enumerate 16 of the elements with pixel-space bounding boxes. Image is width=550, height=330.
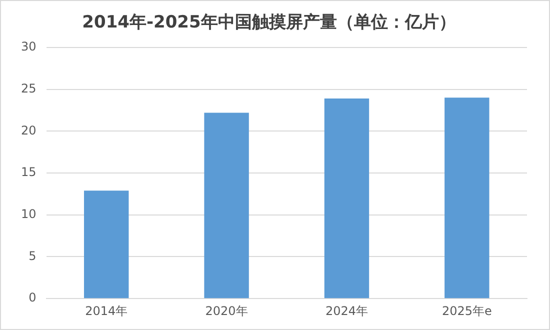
y-tick-label: 10 <box>20 206 36 221</box>
y-tick-label: 15 <box>20 165 36 180</box>
bar <box>84 190 129 298</box>
chart-title: 2014年-2025年中国触摸屏产量（单位：亿片） <box>82 12 456 33</box>
bar <box>444 98 490 298</box>
y-tick-label: 30 <box>20 40 36 54</box>
x-tick-label: 2020年 <box>205 304 248 318</box>
x-tick-label: 2024年 <box>325 304 368 318</box>
y-tick-label: 25 <box>20 81 36 96</box>
y-tick-label: 20 <box>20 123 36 138</box>
x-tick-label: 2014年 <box>85 304 128 318</box>
x-tick-label: 2025年e <box>442 304 492 318</box>
bar <box>324 98 370 298</box>
y-tick-label: 5 <box>28 248 36 263</box>
bar <box>204 112 249 298</box>
y-tick-label: 0 <box>28 290 36 305</box>
